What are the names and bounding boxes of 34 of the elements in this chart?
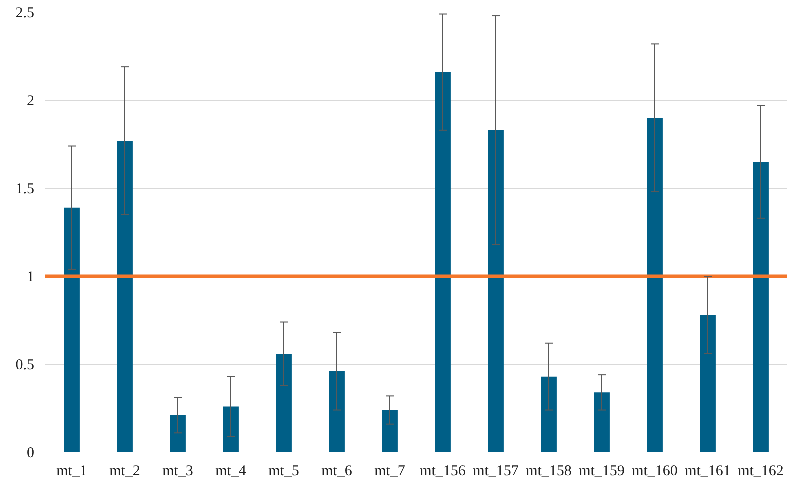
bar: [382, 410, 398, 452]
x-tick-label: mt_6: [322, 464, 353, 480]
bar: [541, 376, 557, 452]
bar: [64, 208, 80, 452]
x-tick-label: mt_4: [216, 464, 247, 480]
x-tick-label: mt_7: [374, 464, 406, 480]
x-tick-label: mt_162: [738, 464, 784, 480]
y-tick-label: 0: [27, 446, 34, 462]
bar: [594, 392, 610, 452]
y-tick-label: 1.5: [16, 182, 34, 198]
x-tick-label: mt_157: [473, 464, 520, 480]
x-tick-label: mt_1: [56, 464, 88, 480]
bar: [223, 406, 239, 452]
bar: [700, 315, 716, 452]
x-tick-label: mt_3: [162, 464, 194, 480]
y-tick-label: 1: [27, 270, 34, 286]
bar: [276, 354, 292, 452]
y-tick-label: 2.5: [16, 6, 34, 22]
bar: [647, 118, 663, 452]
x-tick-label: mt_2: [110, 464, 140, 480]
y-tick-label: 0.5: [16, 358, 34, 374]
x-tick-label: mt_160: [632, 464, 678, 480]
x-tick-label: mt_159: [579, 464, 625, 480]
bar: [488, 130, 504, 452]
y-tick-label: 2: [27, 94, 34, 110]
bar: [329, 372, 345, 452]
x-tick-label: mt_158: [526, 464, 572, 480]
x-tick-label: mt_156: [420, 464, 466, 480]
x-tick-label: mt_5: [268, 464, 300, 480]
bar: [117, 140, 133, 452]
bar: [753, 162, 769, 452]
bar: [435, 72, 451, 452]
x-tick-label: mt_161: [685, 464, 731, 480]
bar: [170, 416, 186, 452]
